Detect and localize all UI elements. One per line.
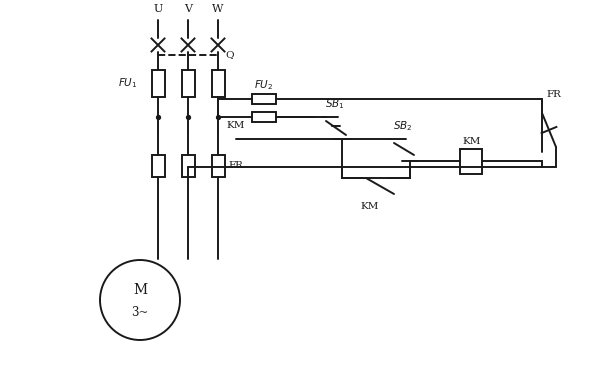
Text: 3~: 3~ [131,306,149,318]
Text: $FU_2$: $FU_2$ [254,78,274,92]
Bar [252,94,276,104]
Text: FR: FR [546,90,561,99]
Bar [151,155,164,177]
Bar [151,70,164,97]
Text: V: V [184,4,192,14]
Text: $FU_1$: $FU_1$ [118,76,138,90]
Bar [212,155,224,177]
Text: $SB_2$: $SB_2$ [393,119,413,133]
Bar [182,155,194,177]
Text: M: M [133,283,147,297]
Bar [212,70,224,97]
Bar [460,148,482,174]
Text: KM: KM [360,202,379,211]
Text: KM: KM [462,136,481,146]
Text: Q: Q [225,51,233,60]
Text: W: W [212,4,224,14]
Text: $SB_1$: $SB_1$ [325,97,344,111]
Text: FR: FR [228,162,243,171]
Bar [182,70,194,97]
Text: KM: KM [226,120,244,129]
Text: U: U [154,4,163,14]
Bar [252,112,276,122]
